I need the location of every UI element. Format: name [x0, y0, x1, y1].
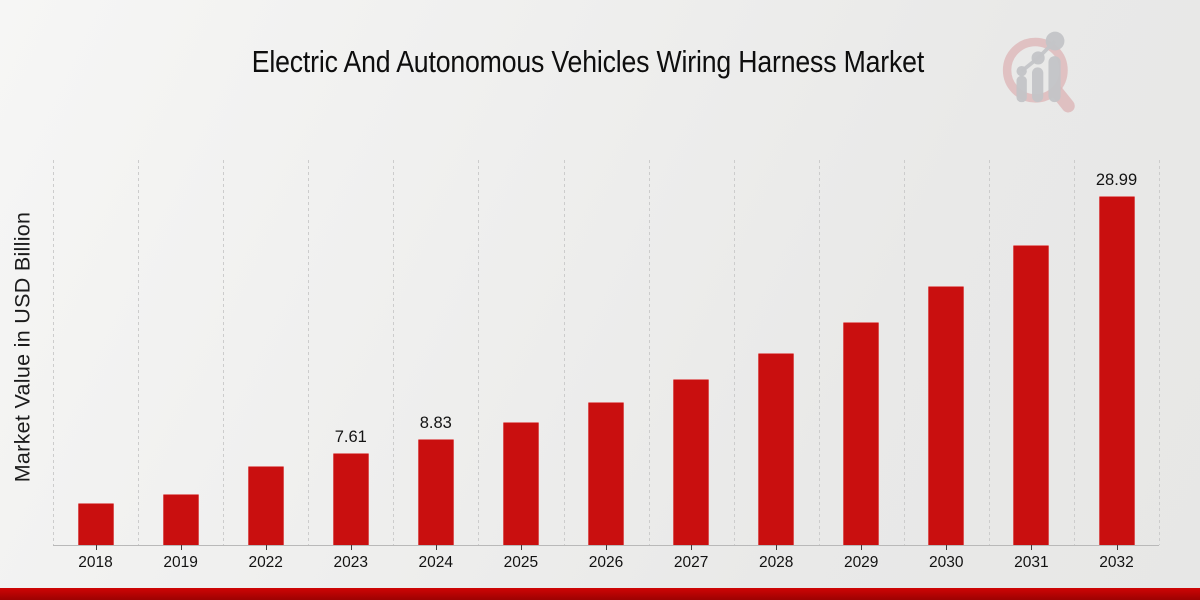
footer-accent-bar: [0, 588, 1200, 600]
x-tick-label-2030: 2030: [929, 554, 964, 571]
x-axis-tick: [1031, 545, 1033, 550]
gridline: [478, 160, 480, 545]
chart-plot: 2018 2019 2022 7.61 2023 8.83 2024 2025 2026 2027…: [53, 160, 1160, 571]
bar-value-label: 7.61: [334, 428, 367, 447]
gridline: [393, 160, 395, 545]
x-tick-label-2032: 2032: [1099, 554, 1134, 571]
bar-2019: [162, 494, 199, 545]
bar-2031: [1013, 244, 1050, 545]
x-tick-label-2022: 2022: [248, 554, 283, 571]
x-tick-label-2018: 2018: [78, 554, 113, 571]
x-tick-label-2026: 2026: [588, 554, 624, 571]
x-tick-label-2023: 2023: [333, 554, 369, 571]
gridline: [818, 160, 820, 545]
page-title: Electric And Autonomous Vehicles Wiring …: [0, 44, 1176, 80]
bar-2025: [502, 421, 539, 545]
gridline: [138, 160, 140, 545]
gridline: [733, 160, 735, 545]
bar-value-label: 28.99: [1095, 171, 1138, 190]
bar-2028: [758, 352, 795, 545]
x-axis-tick: [350, 545, 352, 550]
gridline: [903, 160, 905, 545]
gridline: [648, 160, 650, 545]
x-axis-tick: [520, 545, 522, 550]
y-axis-label: Market Value in USD Billion: [10, 211, 35, 483]
gridline: [223, 160, 225, 545]
gridline: [563, 160, 565, 545]
bar-2023: [332, 453, 369, 545]
x-axis-tick: [776, 545, 778, 550]
gridline: [988, 160, 990, 545]
x-tick-label-2025: 2025: [503, 554, 539, 571]
x-axis-tick: [946, 545, 948, 550]
bar-2027: [673, 379, 710, 545]
gridline: [1073, 160, 1075, 545]
gridline: [308, 160, 310, 545]
x-tick-label-2019: 2019: [163, 554, 198, 571]
bar-value-label: 8.83: [419, 413, 452, 432]
magnifier-bar-chart-logo: [1002, 31, 1075, 113]
bar-2018: [77, 503, 114, 545]
bar-2032: [1098, 196, 1135, 545]
bar-2029: [843, 321, 880, 545]
x-axis-tick: [180, 545, 182, 550]
bar-2022: [247, 466, 284, 545]
x-tick-label-2027: 2027: [673, 554, 709, 571]
x-tick-label-2024: 2024: [418, 554, 454, 571]
x-axis-tick: [691, 545, 693, 550]
x-axis-tick: [606, 545, 607, 550]
x-axis-tick: [95, 545, 97, 550]
x-tick-label-2028: 2028: [758, 554, 794, 571]
bar-2026: [588, 402, 624, 545]
x-tick-label-2031: 2031: [1014, 554, 1049, 571]
x-axis-tick: [1116, 545, 1118, 550]
x-axis-tick: [861, 545, 863, 550]
x-tick-label-2029: 2029: [843, 554, 879, 571]
chart-title: Electric And Autonomous Vehicles Wiring …: [251, 44, 925, 79]
gridline: [53, 160, 54, 545]
x-axis-tick: [435, 545, 437, 550]
gridline: [1159, 160, 1160, 545]
x-axis-tick: [265, 545, 267, 550]
bar-2030: [928, 286, 965, 545]
bar-2024: [417, 438, 454, 545]
